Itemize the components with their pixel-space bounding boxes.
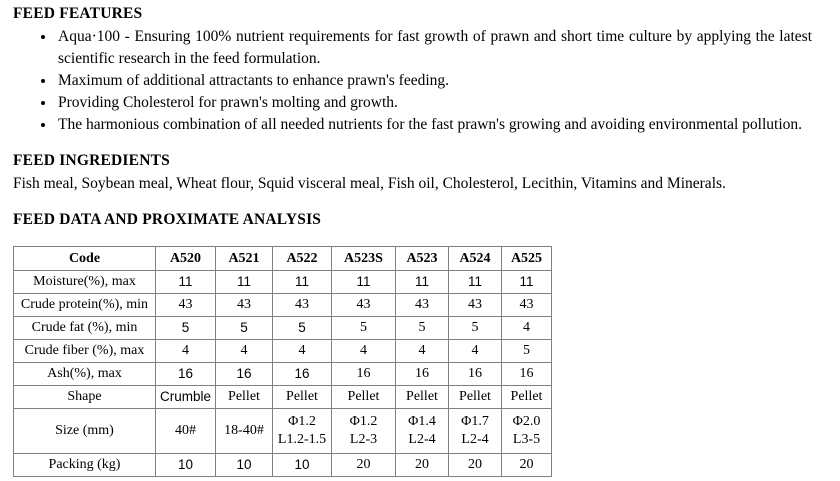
value-cell: 4 [215,339,273,363]
feature-item: Maximum of additional attractants to enh… [56,70,812,92]
column-header: A522 [272,246,332,271]
row-label: Crude fat (%), min [13,316,156,340]
row-label: Crude protein(%), min [13,293,156,317]
value-cell: 4 [501,316,552,340]
value-cell: 4 [331,339,396,363]
value-cell: Φ1.2 L1.2-1.5 [272,408,332,454]
row-label: Crude fiber (%), max [13,339,156,363]
value-cell: 10 [155,453,216,477]
table-row: Packing (kg) 10 10 10 20 20 20 20 [13,453,552,477]
value-cell: Pellet [272,385,332,409]
value-cell: 5 [155,316,216,340]
value-cell: 10 [272,453,332,477]
value-cell: Pellet [215,385,273,409]
value-cell: Pellet [331,385,396,409]
row-label: Shape [13,385,156,409]
value-cell: 5 [395,316,449,340]
value-cell: 5 [331,316,396,340]
value-cell: 4 [448,339,502,363]
value-cell: Φ1.2 L2-3 [331,408,396,454]
column-header: A523 [395,246,449,271]
column-header: A521 [215,246,273,271]
value-cell: 16 [448,362,502,386]
value-cell: 40# [155,408,216,454]
column-header: A524 [448,246,502,271]
value-cell: 43 [395,293,449,317]
value-cell: 20 [448,453,502,477]
value-cell: 11 [448,270,502,294]
value-cell: 5 [448,316,502,340]
value-cell: 4 [395,339,449,363]
feature-item: The harmonious combination of all needed… [56,114,812,136]
value-cell: 43 [155,293,216,317]
value-cell: Φ1.4 L2-4 [395,408,449,454]
value-cell: 16 [501,362,552,386]
value-cell: 20 [501,453,552,477]
features-list: Aqua·100 - Ensuring 100% nutrient requir… [13,26,812,136]
table-header-row: Code A520 A521 A522 A523S A523 A524 A525 [13,246,552,271]
column-header: A523S [331,246,396,271]
table-row: Crude fat (%), min 5 5 5 5 5 5 4 [13,316,552,340]
value-cell: 20 [395,453,449,477]
value-cell: 43 [215,293,273,317]
row-label: Size (mm) [13,408,156,454]
value-cell: 11 [331,270,396,294]
table-row: Shape Crumble Pellet Pellet Pellet Pellet Pell… [13,385,552,409]
column-header: Code [13,246,156,271]
column-header: A520 [155,246,216,271]
features-heading: FEED FEATURES [13,5,143,22]
value-cell: 11 [155,270,216,294]
value-cell: 16 [331,362,396,386]
ingredients-heading: FEED INGREDIENTS [13,152,170,169]
value-cell: Pellet [501,385,552,409]
value-cell: 5 [501,339,552,363]
value-cell: 16 [155,362,216,386]
table-row: Ash(%), max 16 16 16 16 16 16 16 [13,362,552,386]
value-cell: Pellet [448,385,502,409]
value-cell: 4 [155,339,216,363]
value-cell: Pellet [395,385,449,409]
value-cell: 16 [272,362,332,386]
value-cell: Φ2.0 L3-5 [501,408,552,454]
row-label: Moisture(%), max [13,270,156,294]
value-cell: 43 [501,293,552,317]
feature-item: Aqua·100 - Ensuring 100% nutrient requir… [56,26,812,70]
row-label: Ash(%), max [13,362,156,386]
value-cell: 4 [272,339,332,363]
value-cell: 18-40# [215,408,273,454]
value-cell: 16 [395,362,449,386]
analysis-table: Code A520 A521 A522 A523S A523 A524 A525 Moistu… [13,246,552,477]
value-cell: 11 [215,270,273,294]
table-row: Crude protein(%), min 43 43 43 43 43 43 43 [13,293,552,317]
value-cell: Crumble [155,385,216,409]
value-cell: 43 [448,293,502,317]
value-cell: 43 [272,293,332,317]
ingredients-text: Fish meal, Soybean meal, Wheat flour, Sq… [13,175,726,192]
value-cell: 20 [331,453,396,477]
row-label: Packing (kg) [13,453,156,477]
feature-item: Providing Cholesterol for prawn's moltin… [56,92,812,114]
value-cell: 11 [501,270,552,294]
value-cell: 11 [272,270,332,294]
analysis-heading: FEED DATA AND PROXIMATE ANALYSIS [13,211,322,228]
value-cell: Φ1.7 L2-4 [448,408,502,454]
table-row: Size (mm) 40# 18-40# Φ1.2 L1.2-1.5 Φ1.2 L2-3… [13,408,552,454]
table-row: Moisture(%), max 11 11 11 11 11 11 11 [13,270,552,294]
value-cell: 10 [215,453,273,477]
value-cell: 5 [215,316,273,340]
table-row: Crude fiber (%), max 4 4 4 4 4 4 5 [13,339,552,363]
value-cell: 11 [395,270,449,294]
value-cell: 5 [272,316,332,340]
table-body: Moisture(%), max 11 11 11 11 11 11 11 Crude prot… [13,270,552,477]
value-cell: 43 [331,293,396,317]
value-cell: 16 [215,362,273,386]
column-header: A525 [501,246,552,271]
